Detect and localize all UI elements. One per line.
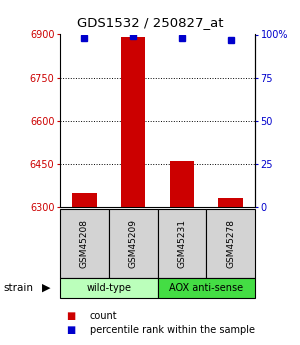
Text: AOX anti-sense: AOX anti-sense <box>169 283 243 293</box>
Text: count: count <box>90 311 118 321</box>
Bar <box>170 161 194 207</box>
Bar <box>218 198 243 207</box>
Text: GSM45208: GSM45208 <box>80 219 89 268</box>
Text: GSM45231: GSM45231 <box>177 219 186 268</box>
Bar <box>72 193 97 207</box>
Text: ▶: ▶ <box>42 283 51 293</box>
Text: GSM45209: GSM45209 <box>129 219 138 268</box>
Text: GSM45278: GSM45278 <box>226 219 235 268</box>
Text: wild-type: wild-type <box>86 283 131 293</box>
Text: strain: strain <box>3 283 33 293</box>
Bar <box>121 37 145 207</box>
Text: percentile rank within the sample: percentile rank within the sample <box>90 325 255 335</box>
Text: ■: ■ <box>66 311 75 321</box>
Text: GDS1532 / 250827_at: GDS1532 / 250827_at <box>77 16 223 29</box>
Text: ■: ■ <box>66 325 75 335</box>
